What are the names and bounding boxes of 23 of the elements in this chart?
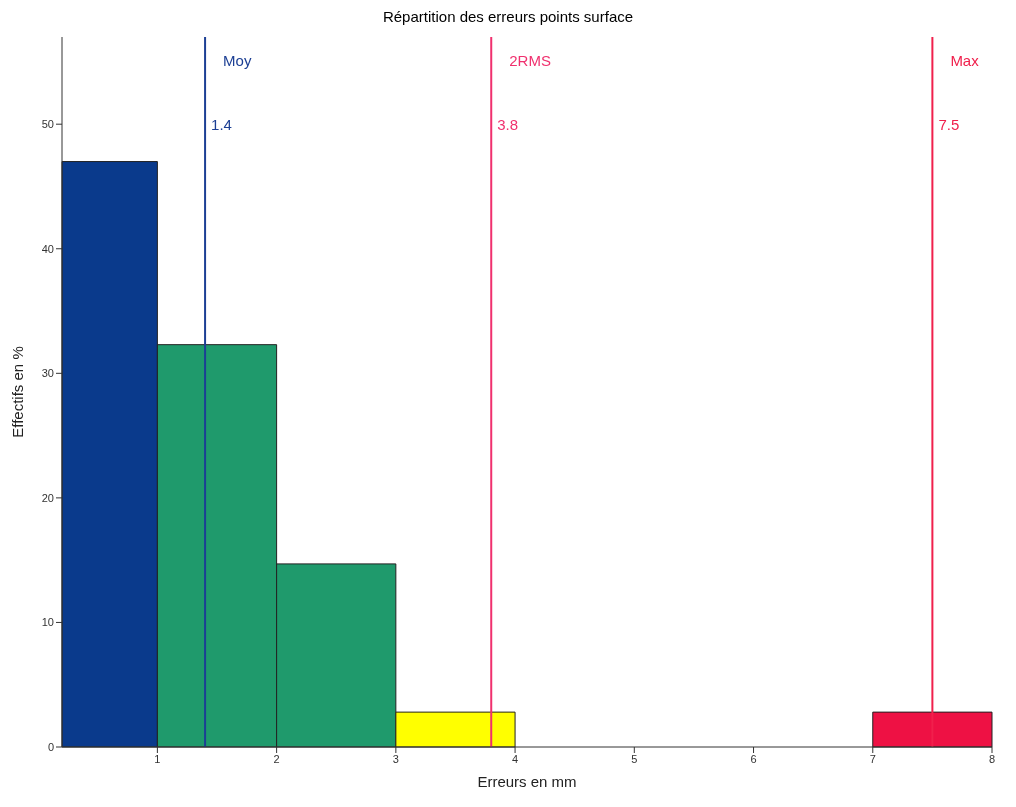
x-tick-label: 3 <box>392 752 399 765</box>
annotation: 7.5 <box>938 115 960 133</box>
annotation: 3.8 <box>497 115 519 133</box>
y-tick-label: 50 <box>41 118 54 131</box>
x-axis-title: Erreurs en mm <box>477 773 577 790</box>
y-tick-label: 0 <box>47 740 54 753</box>
y-tick-label: 40 <box>41 242 54 255</box>
x-tick-label: 6 <box>750 752 757 765</box>
x-tick-label: 4 <box>512 752 519 765</box>
x-tick-label: 8 <box>988 752 996 765</box>
x-tick-label: 2 <box>273 752 280 765</box>
annotation: 1.4 <box>211 115 232 133</box>
ref-line-label: Max <box>950 51 980 69</box>
chart-title: Répartition des erreurs points surface <box>381 8 635 25</box>
x-tick-label: 7 <box>869 752 876 765</box>
y-tick-label: 30 <box>41 367 54 380</box>
ref-line-label: 2RMS <box>509 51 551 69</box>
y-axis-title: Effectifs en % <box>9 346 27 438</box>
y-tick-label: 10 <box>41 616 54 629</box>
y-tick-label: 20 <box>41 491 54 504</box>
x-tick-label: 1 <box>154 752 161 765</box>
ref-line-label: Moy <box>223 51 252 69</box>
x-tick-label: 5 <box>631 752 638 765</box>
